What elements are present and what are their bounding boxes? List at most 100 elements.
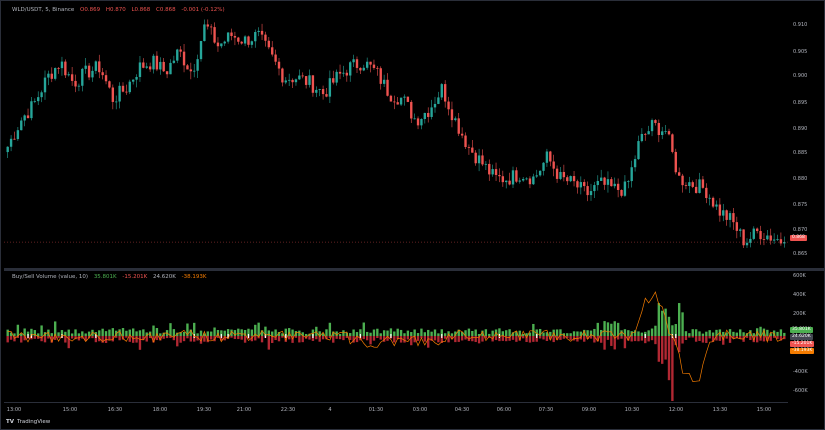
candle-body[interactable] [521,178,525,181]
candle-body[interactable] [725,210,728,220]
candle-body[interactable] [420,119,423,126]
candle-body[interactable] [379,68,382,84]
candle-body[interactable] [427,112,430,117]
candle-body[interactable] [535,175,538,177]
candle-body[interactable] [376,67,379,69]
candle-body[interactable] [630,167,633,182]
candle-body[interactable] [159,61,162,70]
candle-body[interactable] [189,69,193,72]
candle-body[interactable] [722,210,725,216]
candle-body[interactable] [471,147,474,153]
candle-body[interactable] [264,34,267,41]
candle-body[interactable] [308,75,311,85]
candle-body[interactable] [447,101,450,110]
candle-body[interactable] [491,169,494,175]
candle-body[interactable] [138,62,142,78]
candle-body[interactable] [111,87,115,102]
candle-body[interactable] [423,112,427,120]
symbol-label[interactable]: WLD/USDT, 5, Binance [12,7,75,13]
candle-body[interactable] [674,151,677,173]
candle-body[interactable] [70,74,74,81]
candle-body[interactable] [16,130,20,140]
candle-body[interactable] [230,32,233,37]
volume-chart[interactable] [4,271,788,401]
candle-body[interactable] [484,163,488,165]
candle-body[interactable] [284,80,287,83]
candle-body[interactable] [213,27,216,43]
candle-body[interactable] [620,189,623,196]
candle-body[interactable] [711,197,715,207]
candle-body[interactable] [593,185,596,192]
candle-body[interactable] [735,222,739,231]
candle-body[interactable] [644,133,647,135]
candle-body[interactable] [142,62,145,68]
candle-body[interactable] [311,75,315,93]
candle-body[interactable] [233,36,237,38]
candle-body[interactable] [23,115,26,121]
candle-body[interactable] [250,41,254,45]
candle-body[interactable] [650,120,654,132]
candle-body[interactable] [654,120,657,123]
candle-body[interactable] [776,239,779,240]
candle-body[interactable] [6,146,9,153]
candle-body[interactable] [50,73,53,79]
candle-body[interactable] [498,174,501,177]
candle-body[interactable] [318,89,321,90]
candle-body[interactable] [243,36,247,44]
candle-body[interactable] [640,133,644,142]
volume-indicator-name[interactable]: Buy/Sell Volume (value, 10) [12,274,89,280]
candle-body[interactable] [728,213,732,220]
candle-body[interactable] [393,101,396,103]
candle-body[interactable] [274,54,277,62]
candle-body[interactable] [708,197,711,199]
candle-body[interactable] [118,85,121,102]
candle-body[interactable] [559,171,562,179]
candle-body[interactable] [325,94,328,97]
candle-body[interactable] [742,229,745,246]
candle-body[interactable] [335,71,338,83]
candle-body[interactable] [627,181,630,182]
candle-body[interactable] [193,70,196,72]
candle-body[interactable] [220,43,223,47]
candle-body[interactable] [254,31,257,42]
candle-body[interactable] [691,182,694,187]
candle-body[interactable] [240,41,243,44]
candle-body[interactable] [549,151,552,162]
candle-body[interactable] [508,180,511,185]
candle-body[interactable] [257,30,260,32]
candle-body[interactable] [342,72,345,74]
time-axis[interactable]: 13:00 15:00 16:30 18:00 19:30 21:00 22:3… [4,402,788,417]
candle-body[interactable] [501,176,505,183]
candle-body[interactable] [766,235,769,240]
candle-body[interactable] [60,61,64,69]
candle-body[interactable] [633,159,637,168]
candle-body[interactable] [477,155,481,164]
candle-body[interactable] [596,180,599,186]
candle-body[interactable] [43,77,47,93]
candle-body[interactable] [304,76,308,85]
candle-body[interactable] [399,97,403,105]
candle-body[interactable] [661,131,664,136]
candle-body[interactable] [237,37,240,42]
candle-body[interactable] [538,170,542,176]
candle-body[interactable] [362,67,365,71]
volume-pane[interactable]: Buy/Sell Volume (value, 10) 35.801K -15.… [4,271,788,401]
candle-body[interactable] [196,59,199,71]
candle-body[interactable] [718,204,722,216]
candle-body[interactable] [586,186,589,196]
candle-body[interactable] [606,179,610,185]
price-pane[interactable]: WLD/USDT, 5, Binance O0.869 H0.870 L0.86… [4,4,788,268]
candle-body[interactable] [352,59,355,63]
candle-body[interactable] [345,72,349,76]
candle-body[interactable] [81,68,84,86]
candle-body[interactable] [701,179,705,188]
candle-body[interactable] [271,47,274,55]
candle-body[interactable] [74,80,77,87]
candle-body[interactable] [247,36,250,45]
candlestick-chart[interactable] [4,4,788,268]
candle-body[interactable] [603,177,606,185]
candle-body[interactable] [572,176,576,182]
candle-body[interactable] [681,175,684,186]
candle-body[interactable] [321,89,325,95]
candle-body[interactable] [182,51,186,66]
